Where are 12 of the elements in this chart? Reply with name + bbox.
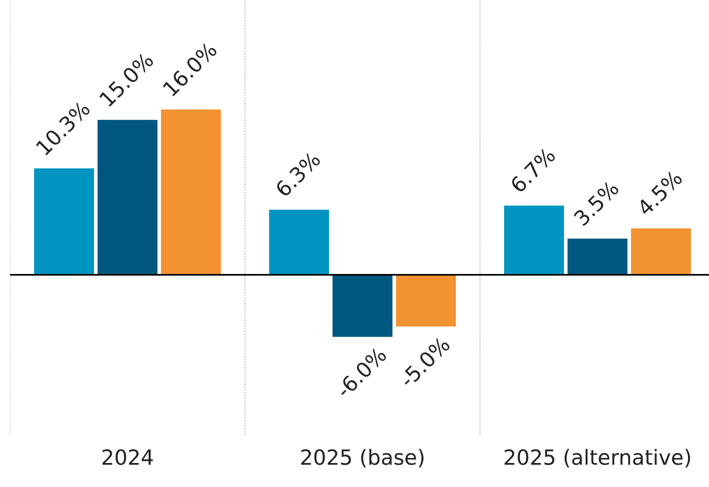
bar: [98, 120, 158, 275]
x-tick-label: 2025 (base): [301, 448, 424, 468]
bar: [34, 168, 94, 275]
bar: [630, 228, 691, 275]
bar: [504, 206, 564, 275]
bar: [160, 110, 221, 275]
bar: [396, 274, 456, 327]
bar: [332, 274, 392, 337]
bar: [269, 210, 330, 275]
bar: [568, 238, 628, 275]
x-tick-label: 2024: [102, 449, 153, 466]
x-tick-label: 2025 (alternative): [504, 448, 690, 468]
